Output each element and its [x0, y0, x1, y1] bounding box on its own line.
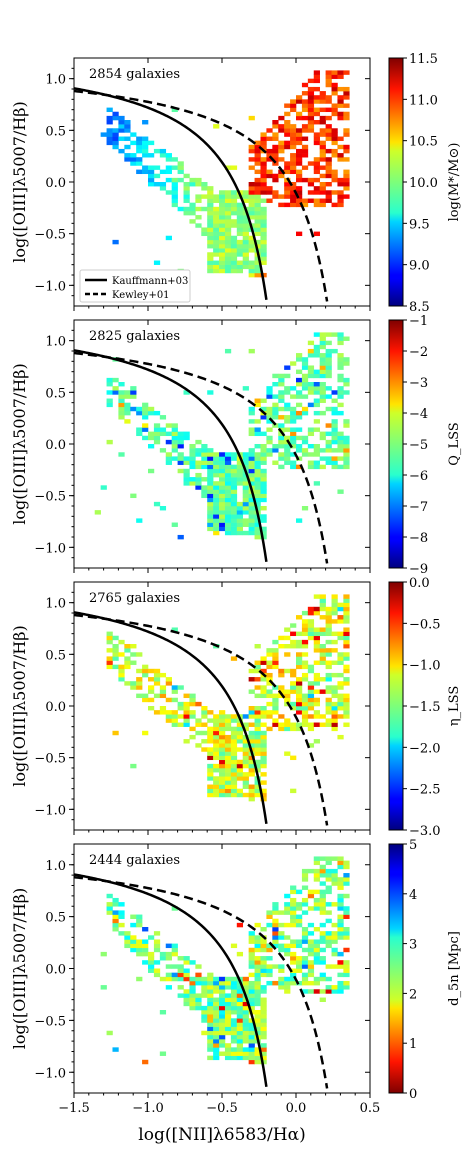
colorbar-tick-label: 4 [409, 888, 417, 903]
colorbar-tick-label: −7 [409, 500, 428, 515]
plot-area [74, 856, 350, 1089]
colorbar: −3.0 −2.5 −2.0 −1.5 −1.0 −0.5 0.0 η_LSS [388, 576, 462, 839]
colorbar-tick-label: 1 [409, 1037, 417, 1052]
colorbar: 0 1 2 3 4 5 d_5n [Mpc] [388, 838, 462, 1102]
y-tick-label: 0.5 [45, 911, 66, 926]
plot-area [74, 594, 350, 826]
galaxy-count: 2825 galaxies [89, 329, 180, 344]
x-tick-label: −1.0 [132, 1101, 164, 1116]
colorbar-tick-label: −6 [409, 469, 428, 484]
kewley01-line [74, 875, 329, 1089]
y-tick-label: 0.0 [45, 963, 66, 978]
colorbar-tick-label: −2.0 [409, 741, 441, 756]
colorbar-tick-label: 11.5 [409, 52, 438, 67]
galaxy-count: 2444 galaxies [89, 853, 180, 868]
heatmap-cells [100, 856, 350, 1065]
y-tick-label: −1.0 [34, 541, 66, 556]
y-axis-label: log([OIII]λ5007/Hβ) [10, 625, 29, 787]
colorbar-tick-label: 8.5 [409, 300, 430, 315]
colorbar-gradient [388, 319, 404, 569]
y-tick-label: 0.5 [45, 648, 66, 663]
colorbar-tick-label: 10.0 [409, 176, 438, 191]
y-axis-label: log([OIII]λ5007/Hβ) [10, 101, 29, 263]
colorbar-gradient [388, 581, 404, 831]
y-tick-label: 0.5 [45, 124, 66, 139]
colorbar-tick-label: −3.0 [409, 824, 441, 839]
legend-box [79, 269, 191, 303]
colorbar-label: d_5n [Mpc] [447, 931, 462, 1006]
colorbar-tick-label: −0.5 [409, 617, 441, 632]
colorbar-tick-label: −1 [409, 314, 428, 329]
kewley01-line [74, 89, 329, 302]
legend: Kauffmann+03 Kewley+01 [79, 269, 191, 303]
colorbar-tick-label: −8 [409, 531, 428, 546]
y-tick-label: −0.5 [34, 1014, 66, 1029]
colorbar-label: log(M*/M⊙) [447, 143, 462, 222]
colorbar-label: Q_LSS [447, 422, 462, 465]
colorbar-tick-label: −3 [409, 376, 428, 391]
y-tick-label: −1.0 [34, 279, 66, 294]
plot-area [74, 332, 350, 564]
chart-panel-4: −1.0 −0.5 0.0 0.5 1.0 −1.5 −1.0 −0.5 0.0 0.5 log([… [10, 838, 462, 1116]
y-tick-label: −0.5 [34, 752, 66, 767]
x-tick-label: 0.5 [360, 1101, 381, 1116]
colorbar-tick-label: −2.5 [409, 783, 441, 798]
legend-label: Kewley+01 [112, 290, 170, 301]
colorbar-tick-label: 10.5 [409, 135, 438, 150]
plot-area [74, 70, 350, 302]
kewley01-line [74, 351, 329, 564]
colorbar: −9 −8 −7 −6 −5 −4 −3 −2 −1 Q_LSS [388, 314, 462, 577]
colorbar: 8.5 9.0 9.5 10.0 10.5 11.0 11.5 log(M*/M⊙) [388, 52, 462, 315]
colorbar-tick-label: −9 [409, 562, 428, 577]
y-tick-label: 1.0 [45, 335, 66, 350]
y-tick-label: 0.0 [45, 438, 66, 453]
chart-panel-3: −1.0 −0.5 0.0 0.5 1.0 log([OIII]λ5007/Hβ) 2765… [10, 576, 462, 839]
y-tick-label: 0.5 [45, 386, 66, 401]
heatmap-cells [100, 70, 350, 278]
colorbar-tick-label: −5 [409, 438, 428, 453]
colorbar-tick-label: −1.5 [409, 700, 441, 715]
y-axis-label: log([OIII]λ5007/Hβ) [10, 888, 29, 1050]
heatmap-cells [94, 332, 350, 540]
colorbar-label: η_LSS [447, 686, 462, 727]
colorbar-tick-label: 11.0 [409, 93, 438, 108]
colorbar-tick-label: 0.0 [409, 576, 430, 591]
x-tick-label: 0.0 [286, 1101, 307, 1116]
colorbar-tick-label: 3 [409, 938, 417, 953]
heatmap-cells [106, 594, 350, 802]
y-tick-label: 1.0 [45, 73, 66, 88]
y-tick-label: 0.0 [45, 700, 66, 715]
colorbar-tick-label: −2 [409, 345, 428, 360]
y-tick-label: −0.5 [34, 228, 66, 243]
x-tick-label: −0.5 [206, 1101, 238, 1116]
galaxy-count: 2765 galaxies [89, 591, 180, 606]
y-tick-label: 0.0 [45, 176, 66, 191]
kewley01-line [74, 613, 329, 826]
colorbar-tick-label: 0 [409, 1087, 417, 1102]
colorbar-tick-label: 2 [409, 987, 417, 1002]
colorbar-gradient [388, 843, 404, 1094]
colorbar-gradient [388, 57, 404, 307]
x-tick-label: −1.5 [58, 1101, 90, 1116]
colorbar-tick-label: 5 [409, 838, 417, 853]
colorbar-tick-label: 9.5 [409, 217, 430, 232]
shared-x-axis-label: log([NII]λ6583/Hα) [138, 1125, 305, 1145]
y-tick-label: −0.5 [34, 490, 66, 505]
legend-label: Kauffmann+03 [112, 276, 188, 287]
colorbar-tick-label: −1.0 [409, 659, 441, 674]
chart-panel-2: −1.0 −0.5 0.0 0.5 1.0 log([OIII]λ5007/Hβ) 2825… [10, 314, 462, 577]
colorbar-tick-label: 9.0 [409, 259, 430, 274]
y-tick-label: 1.0 [45, 597, 66, 612]
y-tick-label: −1.0 [34, 1066, 66, 1081]
y-tick-label: 1.0 [45, 859, 66, 874]
chart-panel-1: −1.0 −0.5 0.0 0.5 1.0 log([OIII]λ5007/Hβ) 2854… [10, 52, 462, 315]
galaxy-count: 2854 galaxies [89, 67, 180, 82]
colorbar-tick-label: −4 [409, 407, 428, 422]
y-axis-label: log([OIII]λ5007/Hβ) [10, 363, 29, 525]
y-tick-label: −1.0 [34, 803, 66, 818]
